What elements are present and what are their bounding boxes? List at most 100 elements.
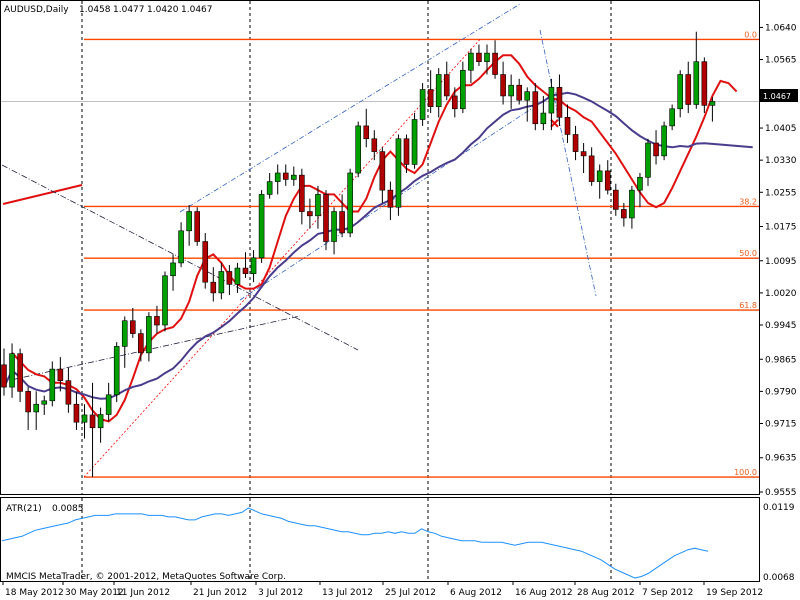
price-axis-tick-label: 0.9790 <box>765 387 797 397</box>
candle-body <box>202 241 209 283</box>
candle-body <box>170 262 176 277</box>
candle <box>41 395 48 415</box>
candle-body <box>355 125 362 174</box>
candle <box>97 407 104 443</box>
indicator-plot-frame <box>0 497 760 582</box>
time-axis-tick-label: 21 Jun 2012 <box>193 588 247 598</box>
candle-body <box>242 267 249 274</box>
candle-body <box>1 364 7 388</box>
candle <box>564 104 571 144</box>
candle <box>178 222 184 268</box>
candle-body <box>548 87 555 114</box>
candle-body <box>701 61 708 106</box>
candle <box>661 121 667 161</box>
candle-body <box>250 257 257 274</box>
candle <box>427 70 434 114</box>
candle-body <box>661 125 667 157</box>
candle-body <box>411 119 418 165</box>
candle-body <box>572 134 579 152</box>
candle <box>299 168 305 225</box>
candlestick-series <box>1 31 716 478</box>
candle <box>226 265 233 296</box>
candle-body <box>162 275 168 326</box>
candle-body <box>363 125 370 140</box>
candle-body <box>41 400 48 405</box>
candle-body <box>484 52 490 62</box>
candle-body <box>492 52 498 75</box>
candle-body <box>17 353 23 392</box>
dash-dot-line-up <box>1 315 301 383</box>
price-axis-tick-label: 1.0640 <box>765 23 797 33</box>
chart-header-high: 1.0477 <box>113 5 145 15</box>
candle <box>242 252 249 278</box>
candle-body <box>121 320 128 347</box>
time-axis-tick-label: 19 Sep 2012 <box>706 588 763 598</box>
candle <box>290 166 297 186</box>
candle-body <box>154 316 160 326</box>
candle <box>540 95 547 131</box>
candle <box>596 164 603 199</box>
fib-level-label-100.0: 100.0 <box>734 468 757 477</box>
candle <box>669 104 675 131</box>
candle-body <box>669 108 675 127</box>
candle-body <box>33 403 40 413</box>
candle-body <box>73 403 80 423</box>
candle-body <box>677 74 684 110</box>
candle <box>468 48 474 84</box>
candle <box>202 232 209 289</box>
candle <box>105 382 112 422</box>
candle <box>411 113 418 169</box>
fibonacci-retracement: 0.0 38.2 50.0 61.8 100.0 <box>83 30 759 478</box>
candle <box>307 198 313 229</box>
time-axis-tick-label: 28 Aug 2012 <box>577 588 635 598</box>
vertical-grid <box>1 1 759 581</box>
candle <box>154 305 160 334</box>
candle-body <box>645 142 651 178</box>
candle-body <box>331 211 337 242</box>
candle-body <box>387 189 394 208</box>
candle <box>323 190 329 251</box>
candle <box>524 87 531 122</box>
candle <box>588 147 595 186</box>
candle <box>621 202 627 227</box>
candle <box>645 138 651 186</box>
candle <box>339 194 345 238</box>
candle-body <box>637 176 643 191</box>
candle-body <box>347 172 353 234</box>
current-price-tag-bg <box>760 89 798 102</box>
candle-body <box>629 189 635 219</box>
channel-upper <box>179 3 521 213</box>
candle-body <box>226 271 233 285</box>
time-axis-tick-label: 11 Jun 2012 <box>116 588 170 598</box>
candle <box>266 173 273 199</box>
price-axis-tick-label: 0.9635 <box>765 454 797 464</box>
candle-body <box>146 316 152 354</box>
candle-body <box>709 101 716 106</box>
price-axis-tick-label: 1.0095 <box>765 257 797 267</box>
candle-body <box>234 267 241 285</box>
candle-body <box>138 333 144 354</box>
candle <box>315 185 321 229</box>
candle-body <box>604 170 611 191</box>
candle-body <box>621 209 627 219</box>
candle <box>1 348 7 396</box>
candle-body <box>451 95 458 110</box>
candle-body <box>339 211 345 234</box>
candle <box>113 342 120 403</box>
candle-body <box>258 194 265 259</box>
candle-body <box>685 74 692 105</box>
candle-body <box>113 346 120 396</box>
time-axis-tick-label: 6 Aug 2012 <box>450 588 502 598</box>
price-axis-tick-label: 0.9555 <box>765 488 797 498</box>
candle <box>451 87 458 118</box>
price-axis-tick-label: 1.0565 <box>765 56 797 66</box>
atr-indicator <box>1 507 709 579</box>
fast-moving-average <box>11 54 738 423</box>
candle <box>347 168 353 238</box>
candle <box>685 61 692 114</box>
candle <box>612 183 619 216</box>
copyright-text: MMCIS MetaTrader, © 2001-2012, MetaQuote… <box>6 572 286 582</box>
fib-level-label-61.8: 61.8 <box>739 301 757 310</box>
candle-body <box>105 394 112 415</box>
candle-body <box>9 353 15 388</box>
